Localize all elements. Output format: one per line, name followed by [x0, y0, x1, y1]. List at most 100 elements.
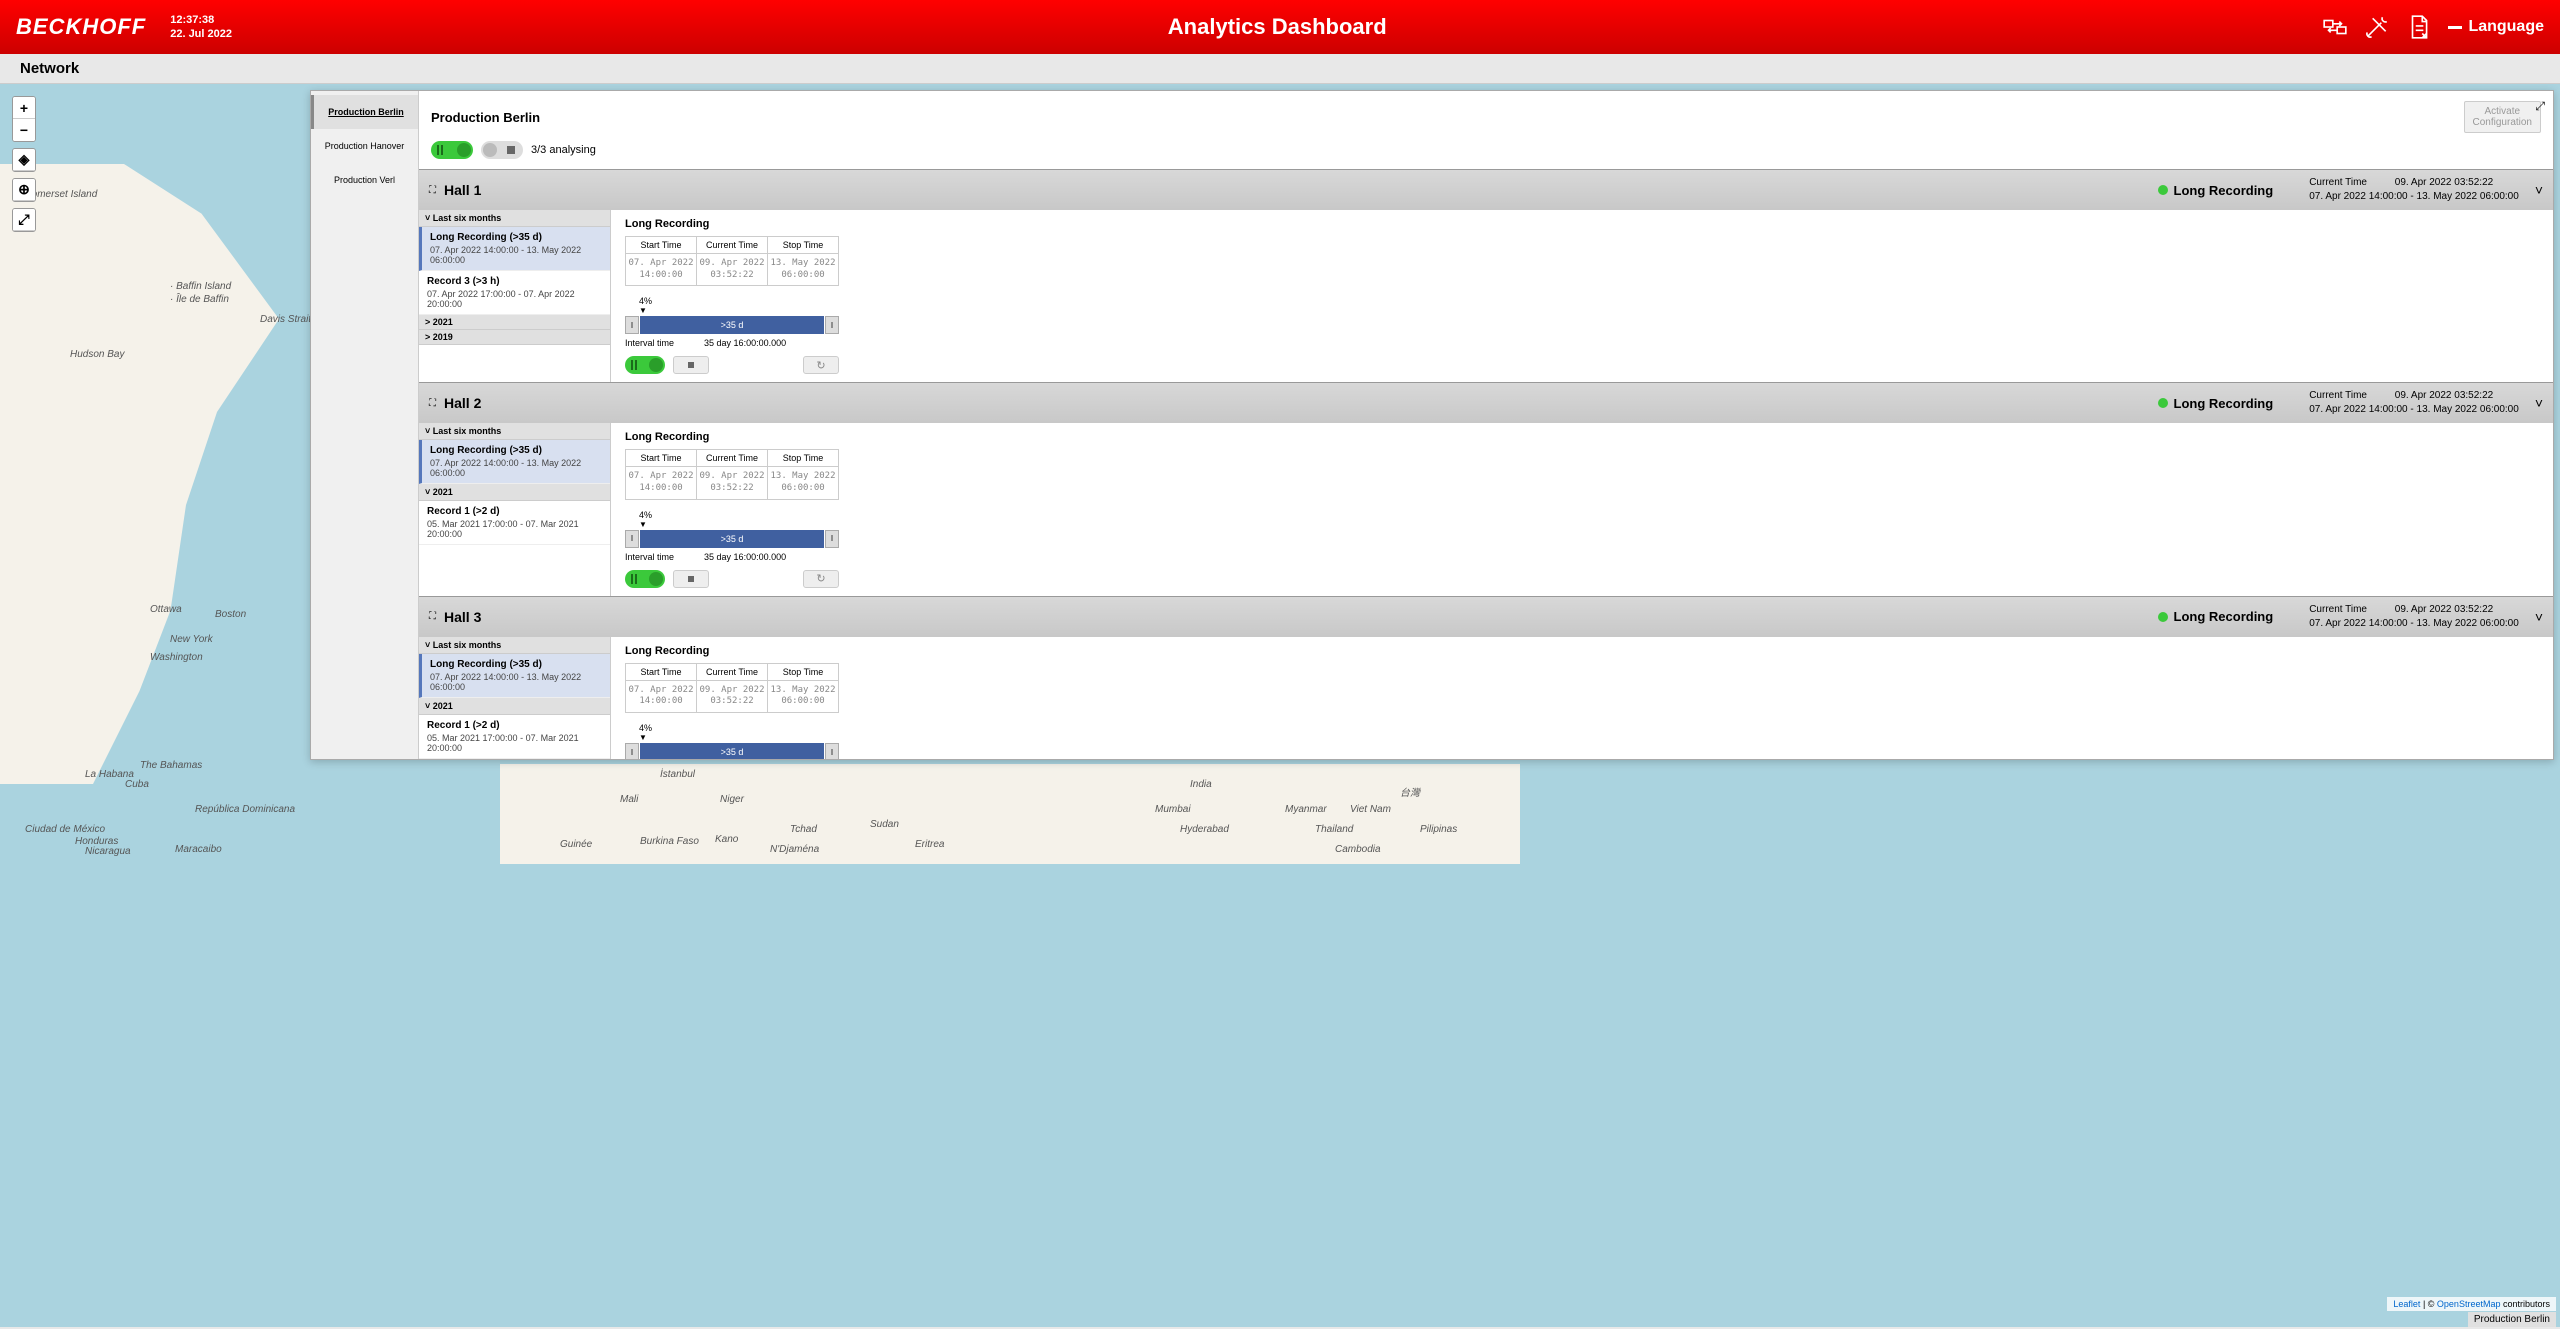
stop-button[interactable] [673, 356, 709, 374]
time-table: Start Time07. Apr 202214:00:00Current Ti… [625, 236, 839, 286]
record-item[interactable]: Record 3 (>3 h)07. Apr 2022 17:00:00 - 0… [419, 271, 610, 315]
hall-title: Hall 2 [444, 395, 481, 411]
header-time: 12:37:38 [170, 13, 232, 27]
record-item[interactable]: Record 1 (>2 d)05. Mar 2021 17:00:00 - 0… [419, 715, 610, 759]
hall-record-list: Last six monthsLong Recording (>35 d)07.… [419, 637, 611, 759]
hall-header[interactable]: ⛶ Hall 2 Long Recording Current Time 09. Ap… [419, 383, 2553, 423]
tools-icon[interactable] [2364, 14, 2390, 40]
progress-bar: 4%‖>35 d‖Interval time35 day 16:00:00.00… [625, 296, 839, 348]
hall-title: Hall 3 [444, 609, 481, 625]
hall-status: Long Recording [2158, 609, 2274, 624]
layers-icon[interactable]: ◈ [13, 149, 35, 171]
subheader: Network [0, 54, 2560, 84]
detail-title: Long Recording [625, 645, 2539, 657]
hall-section: ⛶ Hall 2 Long Recording Current Time 09. Ap… [419, 382, 2553, 595]
collapse-icon[interactable]: ⛶ [429, 398, 436, 409]
progress-bar: 4%‖>35 d‖Interval time35 day 16:00:00.00… [625, 723, 839, 759]
control-row: ↻ [625, 570, 839, 588]
chevron-down-icon[interactable]: ˅ [2535, 609, 2543, 625]
hall-title: Hall 1 [444, 182, 481, 198]
record-item[interactable]: Long Recording (>35 d)07. Apr 2022 14:00… [419, 440, 610, 484]
sidebar-item-0[interactable]: Production Berlin [311, 95, 418, 129]
year-group[interactable]: 2021 [419, 315, 610, 330]
step-forward-icon[interactable]: ‖ [825, 743, 839, 759]
year-group[interactable]: 2019 [419, 330, 610, 345]
detail-title: Long Recording [625, 431, 2539, 443]
page-title: Analytics Dashboard [232, 14, 2322, 40]
collapse-icon[interactable]: ⛶ [429, 185, 436, 196]
logo: BECKHOFF [16, 14, 146, 40]
stop-button[interactable] [673, 570, 709, 588]
language-selector[interactable]: Language [2448, 18, 2544, 36]
progress-bar: 4%‖>35 d‖Interval time35 day 16:00:00.00… [625, 510, 839, 562]
hall-status: Long Recording [2158, 396, 2274, 411]
stop-toggle[interactable] [481, 141, 523, 159]
record-item[interactable]: Long Recording (>35 d)07. Apr 2022 14:00… [419, 227, 610, 271]
status-dot-icon [2158, 398, 2168, 408]
hall-body: Last six monthsLong Recording (>35 d)07.… [419, 210, 2553, 382]
chevron-down-icon[interactable]: ˅ [2535, 395, 2543, 411]
osm-link[interactable]: OpenStreetMap [2437, 1299, 2501, 1309]
play-button[interactable] [625, 570, 665, 588]
reload-button[interactable]: ↻ [803, 570, 839, 588]
record-group[interactable]: Last six months [419, 637, 610, 654]
sidebar-item-2[interactable]: Production Verl [311, 163, 418, 197]
hall-times: Current Time 09. Apr 2022 03:52:2207. Ap… [2309, 389, 2519, 417]
dashboard-panel: ⤢ Production BerlinProduction HanoverPro… [310, 90, 2554, 760]
step-back-icon[interactable]: ‖ [625, 316, 639, 334]
time-table: Start Time07. Apr 202214:00:00Current Ti… [625, 663, 839, 713]
main-area: Hudson BayDavis StraitOttawaWashingtonNe… [0, 84, 2560, 1327]
hall-record-list: Last six monthsLong Recording (>35 d)07.… [419, 423, 611, 595]
record-group[interactable]: 2021 [419, 484, 610, 501]
reload-button[interactable]: ↻ [803, 356, 839, 374]
location-sidebar: Production BerlinProduction HanoverProdu… [311, 91, 419, 759]
hall-status: Long Recording [2158, 183, 2274, 198]
activate-config-button[interactable]: Activate Configuration [2464, 101, 2541, 133]
panel-expand-icon[interactable]: ⤢ [2535, 99, 2545, 114]
hall-times: Current Time 09. Apr 2022 03:52:2207. Ap… [2309, 176, 2519, 204]
play-toggle[interactable] [431, 141, 473, 159]
header-tools: Language [2322, 14, 2544, 40]
record-group[interactable]: Last six months [419, 210, 610, 227]
hall-detail: Long RecordingStart Time07. Apr 202214:0… [611, 423, 2553, 595]
status-row: 3/3 analysing [419, 137, 2553, 169]
zoom-in-button[interactable]: + [13, 97, 35, 119]
collapse-icon[interactable]: ⛶ [429, 611, 436, 622]
hall-body: Last six monthsLong Recording (>35 d)07.… [419, 423, 2553, 595]
step-forward-icon[interactable]: ‖ [825, 316, 839, 334]
step-back-icon[interactable]: ‖ [625, 530, 639, 548]
record-group[interactable]: Last six months [419, 423, 610, 440]
detail-title: Long Recording [625, 218, 2539, 230]
transfer-icon[interactable] [2322, 14, 2348, 40]
subheader-title: Network [20, 60, 79, 77]
record-item[interactable]: Record 1 (>2 d)05. Mar 2021 17:00:00 - 0… [419, 501, 610, 545]
map-attribution: Leaflet | © OpenStreetMap contributors [2387, 1297, 2556, 1311]
status-text: 3/3 analysing [531, 144, 596, 156]
hall-detail: Long Recording Start Time07. Apr 202214:0… [611, 637, 2553, 759]
step-back-icon[interactable]: ‖ [625, 743, 639, 759]
content-title: Production Berlin [431, 110, 540, 125]
status-dot-icon [2158, 185, 2168, 195]
footer-status: Production Berlin [2468, 1312, 2556, 1327]
hall-times: Current Time 09. Apr 2022 03:52:2207. Ap… [2309, 603, 2519, 631]
play-button[interactable] [625, 356, 665, 374]
hall-section: ⛶ Hall 1 Long Recording Current Time 09. Ap… [419, 169, 2553, 382]
zoom-out-button[interactable]: − [13, 119, 35, 141]
document-icon[interactable] [2406, 14, 2432, 40]
leaflet-link[interactable]: Leaflet [2393, 1299, 2420, 1309]
hall-detail: Long Recording Start Time07. Apr 202214:0… [611, 210, 2553, 382]
step-forward-icon[interactable]: ‖ [825, 530, 839, 548]
locate-icon[interactable]: ⊕ [13, 179, 35, 201]
dashboard-content: Production Berlin Activate Configuration… [419, 91, 2553, 759]
hall-header[interactable]: ⛶ Hall 1 Long Recording Current Time 09. Ap… [419, 170, 2553, 210]
control-row: ↻ [625, 356, 839, 374]
record-group[interactable]: 2021 [419, 698, 610, 715]
status-dot-icon [2158, 612, 2168, 622]
hall-record-list: Last six monthsLong Recording (>35 d)07.… [419, 210, 611, 382]
record-item[interactable]: Long Recording (>35 d)07. Apr 2022 14:00… [419, 654, 610, 698]
chevron-down-icon[interactable]: ˅ [2535, 182, 2543, 198]
hall-header[interactable]: ⛶ Hall 3 Long Recording Current Time 09. Ap… [419, 597, 2553, 637]
sidebar-item-1[interactable]: Production Hanover [311, 129, 418, 163]
expand-map-icon[interactable]: ⤢ [13, 209, 35, 231]
header-datetime: 12:37:38 22. Jul 2022 [170, 13, 232, 42]
